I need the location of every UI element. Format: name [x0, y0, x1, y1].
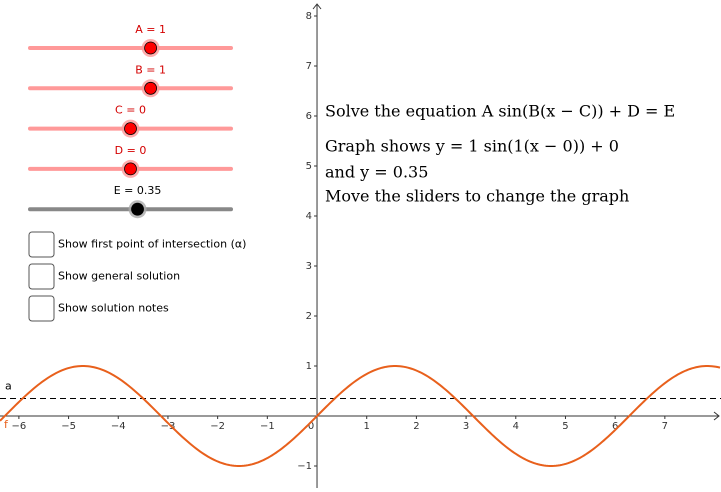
slider-knob[interactable]	[144, 41, 158, 55]
x-tick-label: −4	[111, 421, 126, 432]
slider-knob[interactable]	[124, 122, 137, 136]
x-tick-label: 3	[463, 421, 469, 432]
info-text: Solve the equation A sin(B(x − C)) + D =…	[325, 102, 675, 121]
slider-label: E = 0.35	[114, 184, 162, 197]
y-tick-label: −1	[297, 461, 312, 472]
y-arrow	[312, 3, 322, 10]
x-tick-label: 0	[308, 421, 314, 432]
x-tick-label: 7	[662, 421, 668, 432]
checkbox-label[interactable]: Show general solution	[58, 270, 180, 283]
x-tick-label: 5	[562, 421, 568, 432]
slider-knob[interactable]	[124, 162, 137, 176]
y-tick-label: 4	[306, 211, 312, 222]
info-text: Move the sliders to change the graph	[325, 187, 629, 206]
checkbox[interactable]	[28, 263, 55, 290]
slider-knob[interactable]	[144, 81, 158, 95]
x-tick-label: 4	[513, 421, 519, 432]
checkbox-label[interactable]: Show solution notes	[58, 302, 169, 315]
x-tick-label: 6	[612, 421, 618, 432]
y-tick-label: 2	[306, 311, 312, 322]
checkbox[interactable]	[28, 295, 55, 322]
y-tick-label: 3	[306, 261, 312, 272]
x-arrow	[713, 411, 720, 421]
x-tick-label: 2	[413, 421, 419, 432]
checkbox-label[interactable]: Show first point of intersection (α)	[58, 238, 246, 251]
checkbox[interactable]	[28, 231, 55, 258]
y-tick-label: 7	[306, 61, 312, 72]
slider-knob[interactable]	[131, 202, 144, 216]
info-text: and y = 0.35	[325, 163, 428, 182]
slider-label: B = 1	[135, 63, 166, 76]
slider-label: A = 1	[135, 23, 166, 36]
x-tick-label: −5	[61, 421, 76, 432]
info-text: Graph shows y = 1 sin(1(x − 0)) + 0	[325, 137, 619, 156]
x-tick-label: −3	[161, 421, 176, 432]
y-tick-label: 8	[306, 11, 312, 22]
slider-label: D = 0	[115, 144, 147, 157]
function-curve	[0, 365, 721, 467]
y-tick-label: 6	[306, 111, 312, 122]
y-tick-label: 1	[306, 361, 312, 372]
x-tick-label: −1	[260, 421, 275, 432]
x-tick-label: 1	[364, 421, 370, 432]
line-label: a	[5, 380, 12, 393]
function-label: f	[4, 418, 9, 431]
x-tick-label: −6	[12, 421, 27, 432]
slider-label: C = 0	[115, 104, 146, 117]
y-tick-label: 5	[306, 161, 312, 172]
x-tick-label: −2	[210, 421, 225, 432]
